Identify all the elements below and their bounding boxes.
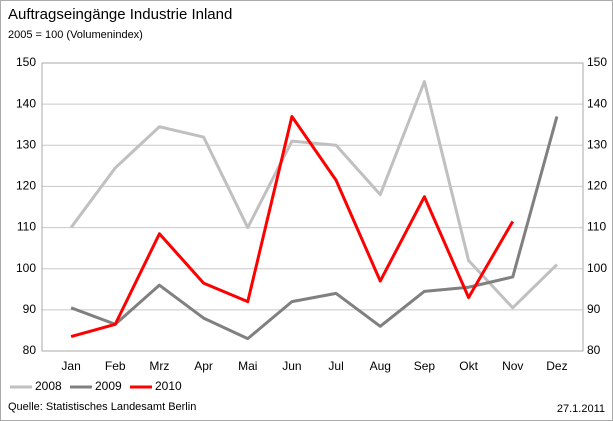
date: 27.1.2011 <box>557 403 605 415</box>
x-tick-label: Apr <box>194 359 213 373</box>
x-tick-label: Jun <box>282 359 301 373</box>
y-tick-label: 80 <box>23 343 37 357</box>
source: Quelle: Statistisches Landesamt Berlin <box>8 401 196 413</box>
x-tick-label: Nov <box>502 359 523 373</box>
legend-label: 2009 <box>95 379 122 393</box>
y2-tick-label: 140 <box>587 96 607 110</box>
legend-label: 2008 <box>35 379 62 393</box>
legend-label: 2010 <box>155 379 182 393</box>
x-tick-label: Aug <box>370 359 391 373</box>
x-tick-label: Feb <box>105 359 126 373</box>
x-tick-label: Jan <box>61 359 80 373</box>
y-tick-label: 150 <box>16 55 36 69</box>
y-tick-label: 110 <box>17 220 36 234</box>
x-tick-label: Okt <box>459 359 478 373</box>
y-tick-label: 140 <box>16 96 36 110</box>
y2-tick-label: 90 <box>587 302 601 316</box>
y-tick-label: 100 <box>16 261 36 275</box>
series-line <box>70 114 515 339</box>
x-tick-label: Jul <box>328 359 343 373</box>
x-tick-label: Mrz <box>149 359 169 373</box>
y-tick-label: 120 <box>16 179 36 193</box>
x-tick-label: Dez <box>546 359 567 373</box>
y2-tick-label: 150 <box>587 55 607 69</box>
y2-tick-label: 120 <box>587 179 607 193</box>
y2-tick-label: 110 <box>587 220 606 234</box>
y-tick-label: 90 <box>23 302 37 316</box>
chart-subtitle: 2005 = 100 (Volumenindex) <box>8 29 143 41</box>
y2-tick-label: 100 <box>587 261 607 275</box>
y2-tick-label: 80 <box>587 343 601 357</box>
chart-title: Auftragseingänge Industrie Inland <box>8 6 232 23</box>
y2-tick-label: 130 <box>587 137 607 151</box>
series-line <box>69 80 558 310</box>
y-tick-label: 130 <box>16 137 36 151</box>
x-tick-label: Mai <box>238 359 257 373</box>
plot-border <box>41 62 584 352</box>
x-tick-label: Sep <box>414 359 436 373</box>
